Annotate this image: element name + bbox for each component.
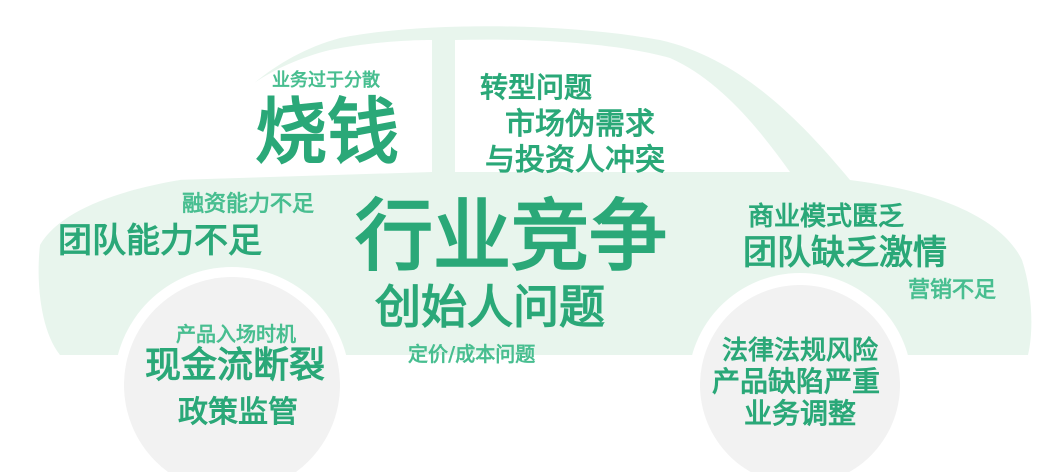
word-team-ability: 团队能力不足 (58, 221, 262, 261)
word-financing: 融资能力不足 (182, 192, 315, 217)
word-market-timing: 产品入场时机 (176, 322, 296, 346)
rear-wheel-inner (700, 285, 900, 472)
front-wheel-inner (124, 277, 340, 472)
rear-window (455, 39, 790, 172)
word-cash-flow: 现金流断裂 (145, 345, 326, 386)
word-investor-conflict: 与投资人冲突 (485, 143, 665, 178)
word-business-dispersed: 业务过于分散 (272, 70, 380, 91)
word-transformation: 转型问题 (480, 71, 593, 104)
word-legal: 法律法规风险 (722, 336, 879, 366)
word-business-adjust: 业务调整 (744, 397, 857, 430)
word-pricing: 定价/成本问题 (408, 342, 536, 366)
word-policy: 政策监管 (178, 395, 298, 430)
word-fake-demand: 市场伪需求 (505, 107, 655, 142)
word-team-passion: 团队缺乏激情 (743, 233, 947, 273)
word-burn-money: 烧钱 (255, 90, 400, 174)
word-competition: 行业竞争 (355, 192, 668, 282)
word-founder: 创始人问题 (375, 280, 605, 334)
word-business-model: 商业模式匮乏 (748, 202, 905, 232)
front-window (175, 40, 432, 180)
word-product-defect: 产品缺陷严重 (712, 365, 881, 398)
word-marketing: 营销不足 (908, 278, 997, 303)
